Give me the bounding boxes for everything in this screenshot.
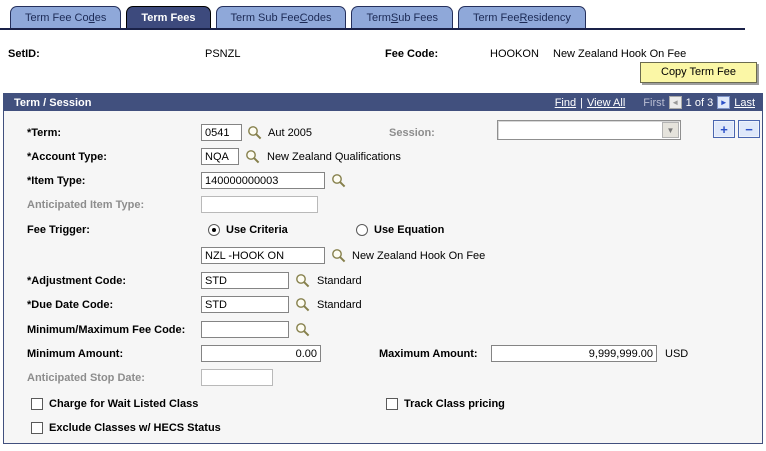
item-type-lookup-icon[interactable]: [331, 173, 347, 189]
row-position: 1 of 3: [685, 96, 714, 109]
fee-code-description: New Zealand Hook On Fee: [553, 48, 687, 60]
previous-row-icon: ◄: [668, 96, 682, 109]
session-dropdown[interactable]: ▼: [497, 120, 681, 140]
setid-label: SetID:: [8, 48, 40, 60]
min-max-fee-code-lookup-icon[interactable]: [295, 322, 311, 338]
due-date-code-description: Standard: [317, 299, 362, 311]
delete-row-button[interactable]: −: [738, 120, 760, 138]
tab-underline-rule: [0, 28, 745, 30]
session-label: Session:: [389, 127, 435, 139]
exclude-hecs-label: Exclude Classes w/ HECS Status: [49, 422, 221, 434]
use-criteria-radio-label: Use Criteria: [226, 224, 288, 236]
copy-term-fee-button[interactable]: Copy Term Fee: [640, 62, 757, 83]
minimum-amount-input[interactable]: [201, 345, 321, 362]
groupbox-header: Term / Session Find | View All First ◄ 1…: [4, 94, 762, 111]
charge-wait-listed-label: Charge for Wait Listed Class: [49, 398, 199, 410]
min-max-fee-code-input[interactable]: [201, 321, 289, 338]
fee-code-label: Fee Code:: [385, 48, 439, 60]
term-session-groupbox: Term / Session Find | View All First ◄ 1…: [3, 93, 763, 444]
account-type-lookup-icon[interactable]: [245, 149, 261, 165]
term-label: *Term:: [27, 127, 62, 139]
anticipated-stop-date-label: Anticipated Stop Date:: [27, 372, 145, 384]
fee-code-value: HOOKON: [490, 48, 539, 60]
item-type-label: *Item Type:: [27, 175, 86, 187]
term-description: Aut 2005: [268, 127, 313, 139]
use-criteria-radio[interactable]: [208, 224, 220, 236]
criteria-lookup-icon[interactable]: [331, 248, 347, 264]
last-link[interactable]: Last: [734, 96, 755, 109]
view-all-link[interactable]: View All: [586, 96, 626, 109]
anticipated-stop-date-input: [201, 369, 273, 386]
currency-code: USD: [665, 348, 689, 360]
groupbox-title: Term / Session: [14, 96, 92, 109]
tab-term-fee-codes[interactable]: Term Fee Co d es: [10, 6, 122, 28]
due-date-code-lookup-icon[interactable]: [295, 297, 311, 313]
adjustment-code-input[interactable]: [201, 272, 289, 289]
use-equation-radio-label: Use Equation: [374, 224, 445, 236]
add-row-button[interactable]: +: [713, 120, 735, 138]
min-max-fee-code-label: Minimum/Maximum Fee Code:: [27, 324, 186, 336]
fee-trigger-label: Fee Trigger:: [27, 224, 90, 236]
find-link[interactable]: Find: [554, 96, 577, 109]
adjustment-code-description: Standard: [317, 275, 362, 287]
exclude-hecs-checkbox[interactable]: [31, 422, 43, 434]
dropdown-arrow-icon: ▼: [662, 122, 679, 138]
anticipated-item-type-input: [201, 196, 318, 213]
minimum-amount-label: Minimum Amount:: [27, 348, 124, 360]
due-date-code-input[interactable]: [201, 296, 289, 313]
scroll-nav: Find | View All First ◄ 1 of 3 ► Last: [554, 96, 755, 109]
track-class-pricing-checkbox[interactable]: [386, 398, 398, 410]
due-date-code-label: *Due Date Code:: [27, 299, 114, 311]
account-type-description: New Zealand Qualifications: [267, 151, 401, 163]
maximum-amount-label: Maximum Amount:: [379, 348, 478, 360]
adjustment-code-lookup-icon[interactable]: [295, 273, 311, 289]
criteria-description: New Zealand Hook On Fee: [352, 250, 486, 262]
track-class-pricing-label: Track Class pricing: [404, 398, 505, 410]
setid-value: PSNZL: [205, 48, 241, 60]
account-type-label: *Account Type:: [27, 151, 107, 163]
term-lookup-icon[interactable]: [247, 125, 263, 141]
charge-wait-listed-checkbox[interactable]: [31, 398, 43, 410]
item-type-input[interactable]: [201, 172, 325, 189]
use-equation-radio[interactable]: [356, 224, 368, 236]
next-row-icon[interactable]: ►: [717, 96, 731, 109]
account-type-input[interactable]: [201, 148, 239, 165]
criteria-input[interactable]: [201, 247, 325, 264]
first-link-disabled: First: [643, 96, 665, 109]
term-input[interactable]: [201, 124, 242, 141]
adjustment-code-label: *Adjustment Code:: [27, 275, 126, 287]
tab-term-fees[interactable]: Term Fees: [126, 6, 211, 28]
anticipated-item-type-label: Anticipated Item Type:: [27, 199, 145, 211]
maximum-amount-input[interactable]: [491, 345, 657, 362]
